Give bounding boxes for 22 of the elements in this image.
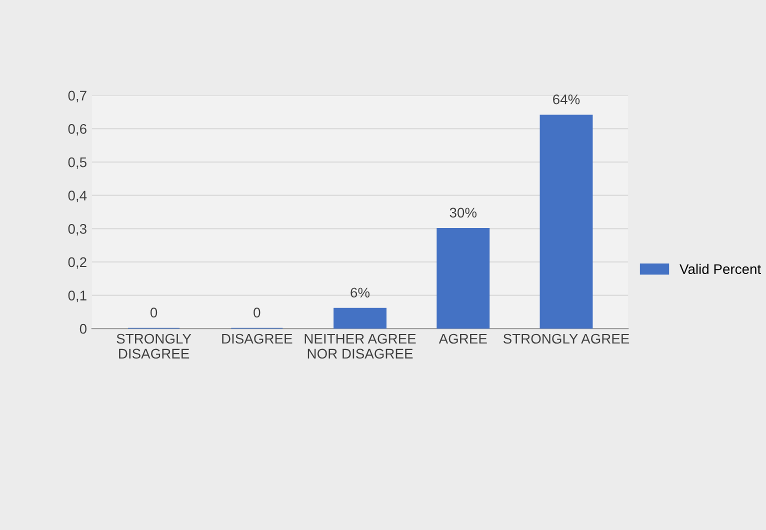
y-tick-label: 0,1 — [68, 290, 86, 302]
x-tick-label: STRONGLY AGREE — [503, 334, 630, 344]
y-tick-label: 0 — [80, 324, 87, 334]
data-label: 30% — [450, 208, 477, 218]
x-tick-label: AGREE — [438, 334, 487, 344]
data-label: 0 — [150, 308, 158, 318]
data-label: 6% — [350, 288, 370, 298]
legend-label: Valid Percent — [680, 264, 761, 274]
x-tick-label: DISAGREE — [222, 334, 292, 344]
x-tick-label: NEITHER AGREE NOR DISAGREE — [304, 334, 416, 359]
bar — [540, 114, 593, 329]
bar — [436, 228, 490, 329]
y-tick-label: 0,2 — [68, 257, 86, 269]
x-tick-label: STRONGLY DISAGREE — [116, 334, 192, 359]
y-tick-label: 0,6 — [68, 124, 86, 136]
y-tick-label: 0,5 — [68, 157, 86, 169]
data-label: 0 — [254, 308, 260, 318]
y-tick-label: 0,7 — [68, 90, 86, 102]
y-tick-label: 0,3 — [68, 224, 86, 236]
y-tick-label: 0,4 — [68, 190, 87, 202]
data-label: 64% — [553, 94, 580, 104]
bar — [334, 308, 386, 329]
